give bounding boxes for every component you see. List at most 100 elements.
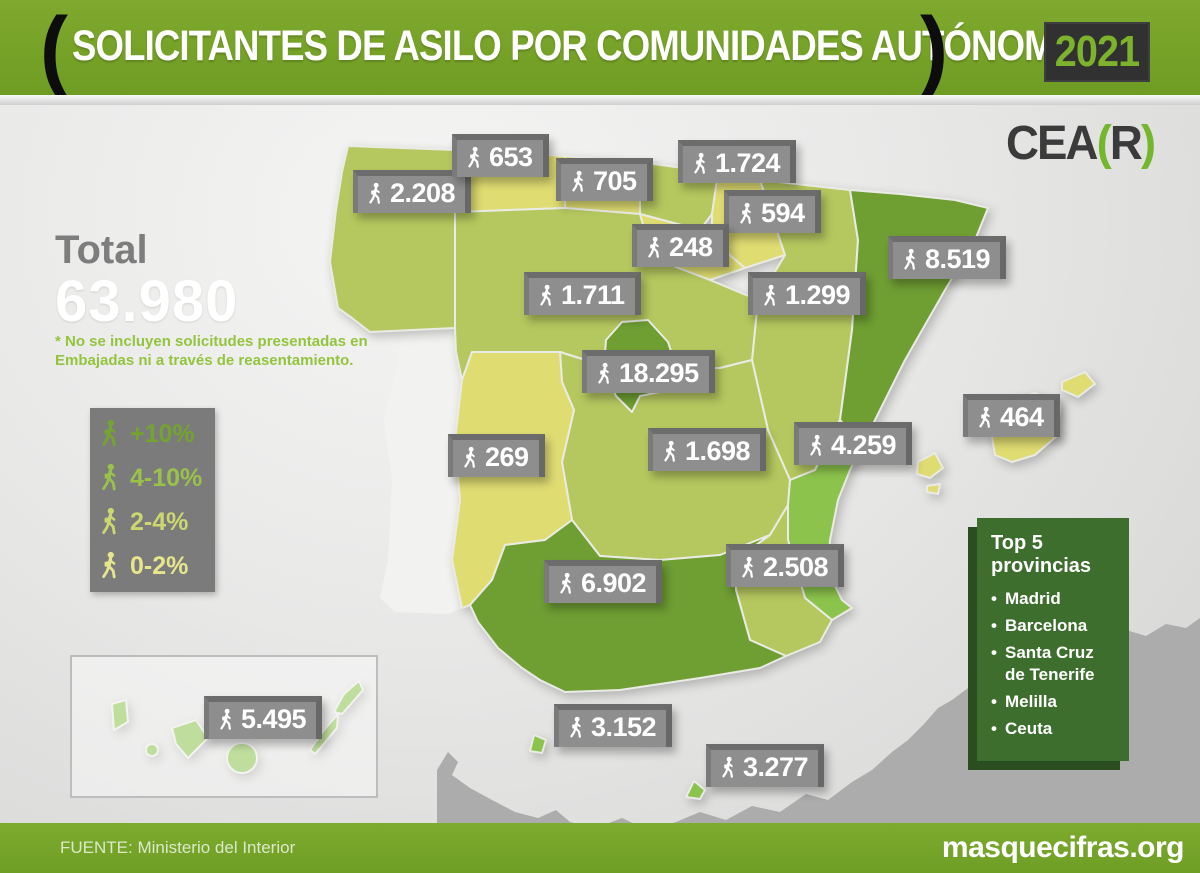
- portugal-silhouette: [380, 328, 462, 614]
- top5-item: Barcelona: [991, 615, 1117, 637]
- walker-icon: [691, 151, 710, 177]
- top5-title: Top 5 provincias: [991, 532, 1092, 577]
- total-label: Total: [55, 228, 148, 272]
- logo-cea: CEA: [1006, 117, 1098, 170]
- top5-list: Madrid Barcelona Santa Cruz de Tenerife …: [991, 588, 1117, 740]
- year-box: 2021: [1044, 22, 1150, 82]
- walker-icon: [537, 283, 556, 309]
- top5-item-label: Barcelona: [1005, 616, 1088, 635]
- region-baleares-formentera: [926, 483, 941, 495]
- logo-paren-open: (: [1096, 117, 1112, 170]
- asylum-count: 2.208: [390, 178, 456, 208]
- walker-icon: [465, 145, 484, 171]
- footer-bar: FUENTE: Ministerio del Interior masqueci…: [0, 823, 1200, 873]
- asylum-count: 1.711: [561, 280, 625, 310]
- walker-icon: [569, 169, 588, 195]
- legend-item-plus10: +10%: [98, 418, 207, 450]
- map-label-madrid: 18.295: [582, 350, 715, 393]
- asylum-count: 594: [761, 198, 805, 228]
- walker-icon: [567, 715, 586, 741]
- top5-item: Ceuta: [991, 718, 1117, 740]
- map-label-pais-vasco: 1.724: [678, 140, 797, 183]
- walker-icon: [557, 571, 576, 597]
- legend-box: +10% 4-10% 2-4% 0-2%: [90, 408, 215, 592]
- map-label-andalucia: 6.902: [544, 560, 663, 603]
- map-label-navarra: 594: [724, 190, 821, 233]
- asylum-count: 5.495: [241, 704, 307, 734]
- logo-r: R: [1109, 117, 1143, 170]
- title-bracket-left: (: [40, 0, 68, 98]
- map-label-aragon: 1.299: [748, 272, 867, 315]
- walker-icon: [98, 418, 122, 450]
- top5-item: Melilla: [991, 691, 1117, 713]
- asylum-count: 1.299: [785, 280, 851, 310]
- top5-item-label: Ceuta: [1005, 719, 1053, 738]
- total-footnote: * No se incluyen solicitudes presentadas…: [55, 333, 368, 369]
- map-label-asturias: 653: [452, 134, 549, 177]
- map-label-extremadura: 269: [448, 434, 545, 477]
- map-label-castilla-y-leon: 1.711: [524, 272, 641, 315]
- cear-logo: CEA(R): [1006, 116, 1156, 171]
- walker-icon: [645, 235, 664, 261]
- legend-label: 2-4%: [130, 507, 189, 536]
- asylum-count: 269: [485, 442, 529, 472]
- source-credit: FUENTE: Ministerio del Interior: [60, 838, 296, 857]
- region-ceuta: [529, 734, 547, 754]
- top5-item: Santa Cruz de Tenerife: [991, 642, 1117, 686]
- legend-item-4-10: 4-10%: [98, 462, 207, 494]
- top5-item-label: Madrid: [1005, 589, 1061, 608]
- walker-icon: [901, 247, 920, 273]
- walker-icon: [366, 181, 385, 207]
- year-label: 2021: [1054, 27, 1140, 76]
- asylum-count: 4.259: [831, 430, 897, 460]
- asylum-count: 18.295: [619, 358, 699, 388]
- walker-icon: [661, 439, 680, 465]
- legend-item-0-2: 0-2%: [98, 550, 207, 582]
- walker-icon: [98, 462, 122, 494]
- top5-item-label: Melilla: [1005, 692, 1057, 711]
- walker-icon: [739, 555, 758, 581]
- walker-icon: [217, 707, 236, 733]
- page-title: SOLICITANTES DE ASILO POR COMUNIDADES AU…: [72, 22, 1104, 70]
- walker-icon: [98, 550, 122, 582]
- map-label-cataluna: 8.519: [888, 236, 1007, 279]
- map-label-la-rioja: 248: [632, 224, 729, 267]
- walker-icon: [719, 755, 738, 781]
- asylum-count: 1.724: [715, 148, 781, 178]
- asylum-count: 248: [669, 232, 713, 262]
- map-label-melilla: 3.277: [706, 744, 825, 787]
- title-bracket-right: ): [920, 0, 948, 98]
- map-label-castilla-la-mancha: 1.698: [648, 428, 767, 471]
- total-value: 63.980: [55, 269, 239, 334]
- walker-icon: [461, 445, 480, 471]
- walker-icon: [807, 433, 826, 459]
- header-shadow-strip: [0, 95, 1200, 105]
- top5-provinces-box: Top 5 provincias Madrid Barcelona Santa …: [977, 518, 1129, 761]
- top5-item: Madrid: [991, 588, 1117, 610]
- walker-icon: [98, 506, 122, 538]
- asylum-count: 8.519: [925, 244, 991, 274]
- region-melilla: [685, 780, 706, 800]
- asylum-count: 6.902: [581, 568, 647, 598]
- region-baleares-menorca: [1061, 371, 1096, 398]
- region-baleares-ibiza: [916, 452, 944, 479]
- map-label-murcia: 2.508: [726, 544, 845, 587]
- legend-item-2-4: 2-4%: [98, 506, 207, 538]
- website-label: masquecifras.org: [941, 831, 1185, 864]
- map-label-canarias: 5.495: [204, 696, 323, 739]
- walker-icon: [761, 283, 780, 309]
- legend-label: +10%: [130, 419, 195, 448]
- walker-icon: [976, 405, 995, 431]
- region-canarias: [111, 680, 364, 774]
- asylum-count: 2.508: [763, 552, 829, 582]
- asylum-count: 3.277: [743, 752, 809, 782]
- walker-icon: [595, 361, 614, 387]
- asylum-count: 464: [1000, 402, 1044, 432]
- map-label-ceuta: 3.152: [554, 704, 673, 747]
- map-label-baleares: 464: [963, 394, 1060, 437]
- legend-label: 0-2%: [130, 551, 189, 580]
- header-bar: ( SOLICITANTES DE ASILO POR COMUNIDADES …: [0, 0, 1200, 95]
- map-label-galicia: 2.208: [353, 170, 472, 213]
- asylum-count: 705: [593, 166, 637, 196]
- asylum-count: 1.698: [685, 436, 751, 466]
